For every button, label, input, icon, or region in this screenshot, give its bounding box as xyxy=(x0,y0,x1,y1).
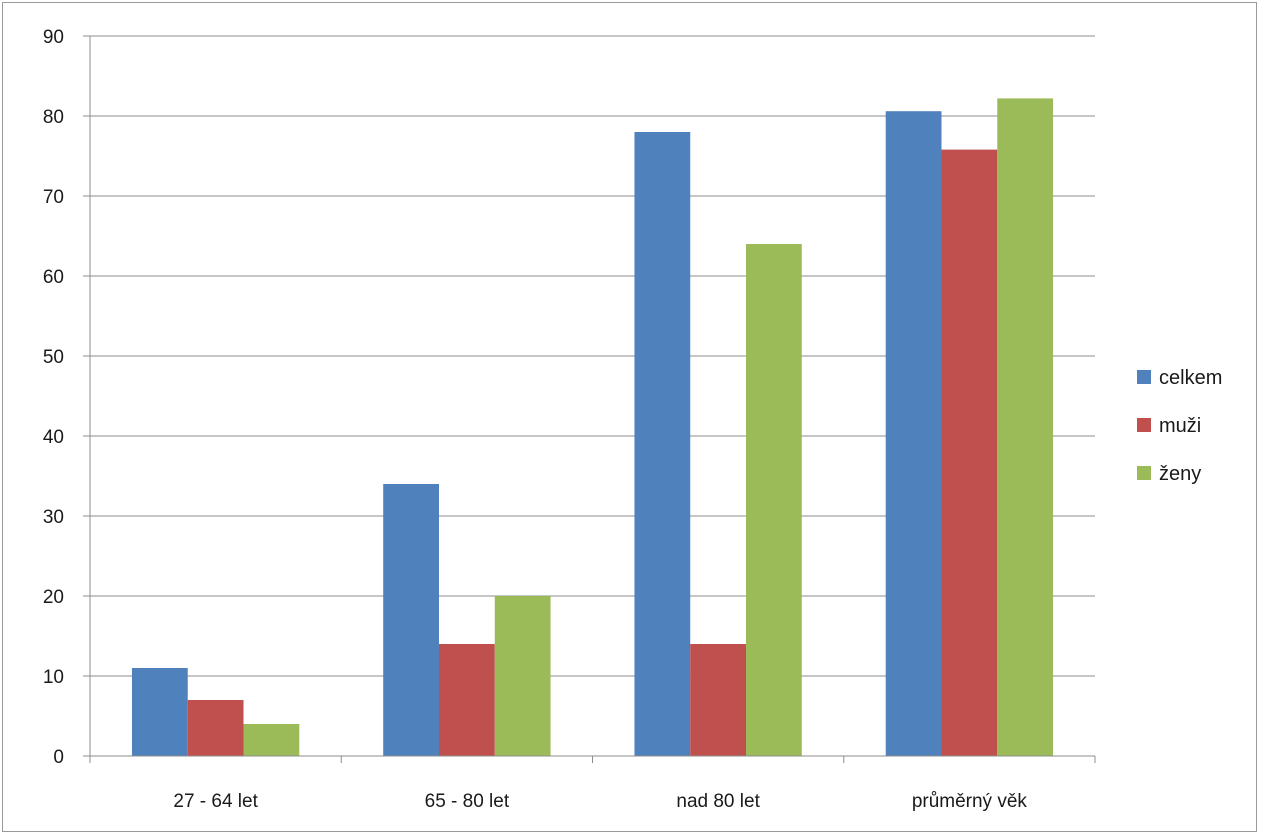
bar-celkem-1 xyxy=(383,484,439,756)
bar-ženy-1 xyxy=(494,596,551,756)
y-tick-label: 40 xyxy=(43,427,64,448)
legend-swatch-muži xyxy=(1137,418,1151,432)
bar-ženy-2 xyxy=(746,244,802,756)
legend: celkem muži ženy xyxy=(1137,367,1222,485)
x-tick-label: 65 - 80 let xyxy=(425,791,510,812)
bar-ženy-3 xyxy=(997,98,1054,756)
bar-muži-0 xyxy=(187,700,244,756)
bar-celkem-2 xyxy=(634,132,691,756)
y-tick-label: 90 xyxy=(43,27,64,48)
bar-muži-1 xyxy=(438,644,495,756)
bar-muži-3 xyxy=(941,149,998,757)
axes xyxy=(83,35,1096,763)
bars xyxy=(131,98,1054,757)
y-tick-label: 50 xyxy=(43,347,64,368)
legend-label-muži: muži xyxy=(1159,415,1201,437)
legend-label-ženy: ženy xyxy=(1159,463,1201,485)
x-tick-labels: 27 - 64 let 65 - 80 let nad 80 let průměrný… xyxy=(173,791,1027,812)
bar-celkem-3 xyxy=(885,111,942,756)
y-tick-label: 20 xyxy=(43,587,64,608)
x-tick-label: 27 - 64 let xyxy=(173,791,258,812)
x-tick-label: nad 80 let xyxy=(676,791,760,812)
legend-swatch-celkem xyxy=(1137,370,1151,384)
y-tick-labels: 0 10 20 30 40 50 60 70 80 90 xyxy=(43,27,64,768)
legend-swatch-ženy xyxy=(1137,466,1151,480)
bar-ženy-0 xyxy=(243,724,300,756)
y-tick-label: 30 xyxy=(43,507,64,528)
y-tick-label: 10 xyxy=(43,667,64,688)
legend-label-celkem: celkem xyxy=(1159,367,1222,389)
y-tick-label: 70 xyxy=(43,187,64,208)
bar-muži-2 xyxy=(690,644,747,756)
x-tick-label: průměrný věk xyxy=(912,791,1028,812)
y-tick-label: 60 xyxy=(43,267,64,288)
y-tick-label: 0 xyxy=(53,747,64,768)
y-tick-label: 80 xyxy=(43,107,64,128)
bar-celkem-0 xyxy=(131,668,188,756)
